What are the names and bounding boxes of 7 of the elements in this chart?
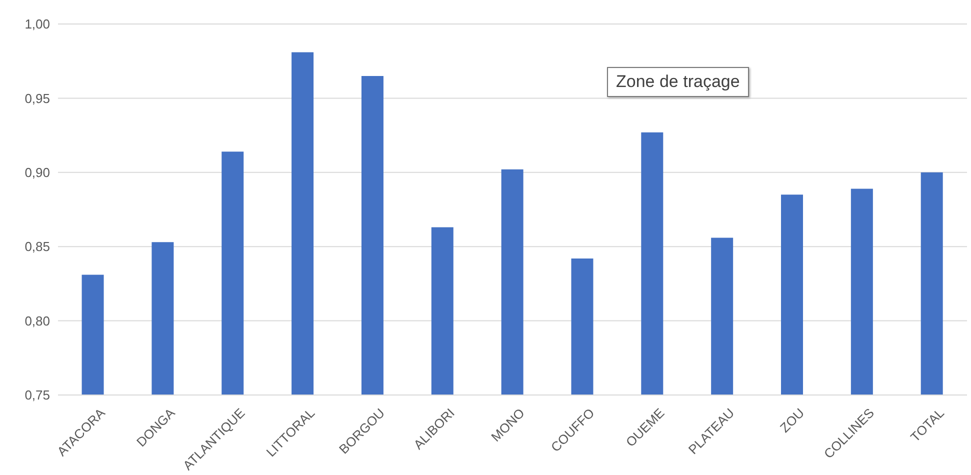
y-tick-label: 0,95 bbox=[24, 90, 50, 106]
y-tick-label: 0,80 bbox=[24, 313, 50, 328]
y-tick-label: 0,75 bbox=[24, 388, 50, 403]
y-tick-label: 1,00 bbox=[24, 16, 50, 32]
annotation: Zone de traçage bbox=[607, 67, 749, 97]
y-tick-label: 0,85 bbox=[24, 239, 50, 254]
y-tick-label: 0,90 bbox=[24, 165, 50, 180]
